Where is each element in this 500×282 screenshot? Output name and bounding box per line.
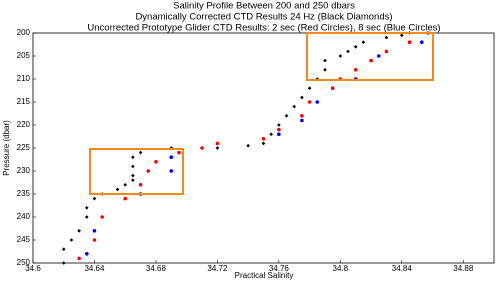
x-tick-label: 34.64 <box>84 264 105 273</box>
diamond-point <box>61 261 66 265</box>
y-tick-label: 205 <box>17 51 31 60</box>
circle-point <box>123 196 127 201</box>
diamond-point <box>292 104 297 109</box>
diamond-point <box>84 215 89 219</box>
diamond-point <box>61 247 66 251</box>
diamond-point <box>115 187 120 192</box>
circle-point <box>277 132 281 136</box>
diamond-point <box>131 155 135 159</box>
diamond-point <box>300 95 304 100</box>
diamond-point <box>123 183 127 187</box>
highlight-box <box>89 148 184 195</box>
circle-point <box>215 141 220 146</box>
diamond-point <box>84 206 89 210</box>
x-tick-label: 34.76 <box>269 264 290 273</box>
diamond-point <box>269 132 273 136</box>
diamond-point <box>261 141 266 146</box>
circle-point <box>277 127 281 132</box>
diamond-point <box>77 229 81 233</box>
circle-point <box>92 229 97 233</box>
diamond-point <box>346 49 350 54</box>
x-tick-label: 34.88 <box>453 264 474 273</box>
circle-point <box>177 150 181 155</box>
x-tick-label: 34.6 <box>25 264 41 273</box>
diamond-point <box>138 150 143 155</box>
y-tick-label: 230 <box>17 166 31 175</box>
x-tick-label: 34.68 <box>146 264 167 273</box>
y-tick-label: 225 <box>17 143 31 152</box>
diamond-point <box>277 123 281 127</box>
circle-point <box>307 100 312 104</box>
diamond-point <box>92 196 97 201</box>
circle-point <box>407 40 412 44</box>
y-tick-label: 250 <box>17 258 31 267</box>
y-tick-label: 245 <box>17 235 31 244</box>
circle-point <box>300 118 304 123</box>
chart-title: Salinity Profile Between 200 and 250 dba… <box>173 1 355 12</box>
circle-point <box>353 68 358 72</box>
diamond-point <box>338 54 343 58</box>
diamond-point <box>246 143 250 148</box>
highlight-box <box>306 32 434 81</box>
y-tick-label: 240 <box>17 212 31 221</box>
diamond-point <box>353 45 358 49</box>
circle-point <box>154 160 158 164</box>
circle-point <box>330 86 335 90</box>
x-tick-label: 34.8 <box>333 264 349 273</box>
chart-subtitle: Uncorrected Prototype Glider CTD Results… <box>87 23 440 34</box>
diamond-point <box>69 238 74 242</box>
circle-point <box>100 215 104 219</box>
diamond-point <box>384 35 389 40</box>
diamond-point <box>361 40 366 44</box>
circle-point <box>419 40 424 44</box>
circle-point <box>84 252 89 256</box>
circle-point <box>300 114 304 118</box>
circle-point <box>169 155 174 159</box>
diamond-point <box>215 146 220 150</box>
x-axis-label: Practical Salinity <box>235 271 294 280</box>
circle-point <box>376 54 381 58</box>
diamond-point <box>400 33 404 38</box>
diamond-point <box>131 164 135 169</box>
diamond-point <box>131 173 135 178</box>
circle-point <box>146 169 151 173</box>
circle-point <box>77 256 81 261</box>
y-tick-label: 215 <box>17 97 31 106</box>
circle-point <box>384 49 389 54</box>
diamond-point <box>284 114 289 118</box>
x-tick-label: 34.72 <box>207 264 228 273</box>
circle-point <box>315 100 320 104</box>
y-axis-label: Pressure (dbar) <box>2 120 11 176</box>
y-tick-label: 220 <box>17 120 31 129</box>
circle-point <box>261 137 266 141</box>
diamond-point <box>323 58 327 63</box>
diamond-point <box>307 86 312 90</box>
circle-point <box>138 183 143 187</box>
circle-point <box>92 238 97 242</box>
diamond-point <box>323 68 327 72</box>
chart-subtitle: Dynamically Corrected CTD Results 24 Hz … <box>135 12 392 23</box>
y-tick-label: 235 <box>17 189 31 198</box>
diamond-point <box>131 178 135 182</box>
circle-point <box>200 146 204 150</box>
circle-point <box>369 58 373 63</box>
x-tick-label: 34.84 <box>392 264 413 273</box>
y-tick-label: 200 <box>17 28 31 37</box>
circle-point <box>169 169 174 173</box>
y-tick-label: 210 <box>17 74 31 83</box>
